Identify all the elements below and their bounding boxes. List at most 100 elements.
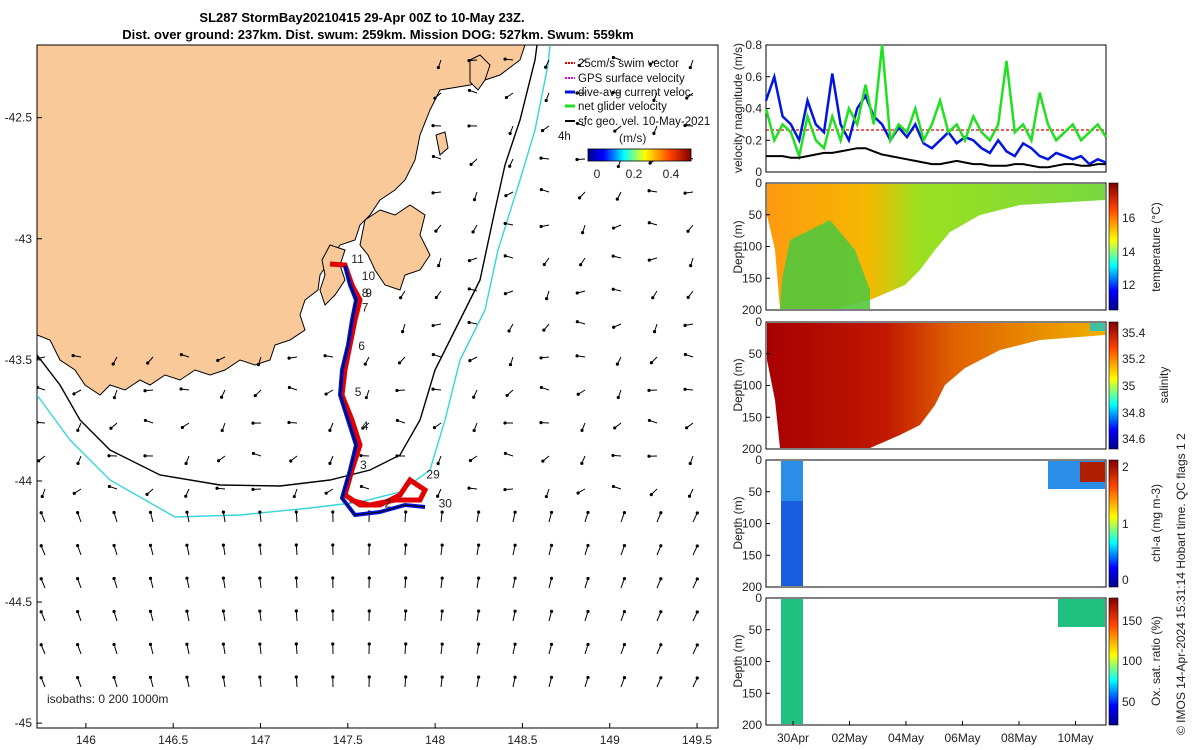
current-arrow — [440, 644, 443, 655]
speed-colorbar-unit: (m/s) — [619, 131, 646, 145]
current-arrow-head — [513, 609, 517, 613]
current-arrow-head — [503, 291, 508, 296]
depth-tick-label: 200 — [742, 442, 762, 456]
current-arrow-head — [472, 428, 476, 433]
temperature-cbar-tick: 16 — [1122, 211, 1136, 225]
map-y-ticks: -42.5 -43 -43.5 -44 -44.5 -45 — [5, 111, 42, 730]
current-arrow — [476, 677, 480, 688]
date-tick-label: 10May — [1057, 731, 1093, 745]
track-day-label: 2 — [384, 497, 391, 511]
current-arrow-head — [324, 392, 328, 396]
current-arrow-head — [579, 263, 583, 267]
depth-tick-label: 100 — [742, 655, 762, 669]
current-arrow — [476, 512, 480, 523]
current-arrow-head — [253, 393, 257, 398]
current-arrow-head — [112, 543, 116, 548]
temperature-deep-green — [780, 220, 870, 309]
current-arrow-head — [539, 421, 543, 425]
current-arrow-head — [185, 576, 189, 580]
map-x-tick-label: 149 — [600, 733, 620, 747]
current-arrow — [584, 545, 589, 556]
salinity-cbar-tick: 34.8 — [1122, 406, 1146, 420]
velocity-y-tick-label: 0 — [755, 165, 762, 179]
current-arrow-head — [539, 224, 543, 229]
current-arrow-head — [544, 494, 548, 499]
current-arrow-head — [687, 494, 692, 498]
current-arrow-head — [612, 226, 616, 230]
current-arrow — [584, 644, 589, 655]
current-arrow-head — [477, 543, 481, 547]
legend-gps-label: GPS surface velocity — [578, 73, 685, 85]
current-arrow — [404, 610, 407, 622]
current-arrow — [295, 577, 298, 589]
current-arrow-head — [622, 544, 627, 548]
current-arrow-head — [287, 356, 291, 360]
current-arrow — [512, 677, 516, 688]
current-arrow-head — [112, 642, 116, 647]
salinity-cbar-tick: 35.4 — [1122, 326, 1146, 340]
current-arrow — [295, 610, 298, 622]
current-arrow-head — [251, 421, 255, 425]
temperature-cbar-tick: 12 — [1122, 278, 1136, 292]
current-arrow-head — [148, 576, 153, 580]
current-arrow-head — [294, 510, 298, 514]
current-arrow — [656, 677, 662, 688]
velocity-series-line — [766, 147, 1106, 169]
current-arrow — [548, 578, 553, 589]
current-arrow — [620, 677, 625, 688]
current-arrow-head — [507, 329, 511, 333]
current-arrow — [656, 644, 662, 655]
current-arrow-head — [434, 295, 438, 300]
current-arrow — [512, 545, 516, 556]
current-arrow-head — [611, 453, 615, 458]
current-arrow-head — [467, 259, 472, 263]
track-day-label: 29 — [426, 468, 440, 482]
current-arrow-head — [612, 325, 616, 329]
current-arrow — [113, 611, 118, 622]
current-arrow — [186, 611, 190, 622]
current-arrow-head — [685, 96, 689, 100]
current-arrow-head — [508, 131, 512, 136]
current-arrow — [40, 578, 46, 589]
current-arrow-head — [221, 510, 225, 514]
current-arrow-head — [184, 494, 188, 498]
glider-track-black — [339, 265, 426, 516]
current-arrow-head — [216, 358, 220, 363]
current-arrow-head — [436, 461, 440, 466]
current-arrow-head — [179, 387, 183, 391]
current-arrow-head — [503, 57, 507, 61]
current-arrow-head — [216, 459, 221, 463]
date-tick-label: 30Apr — [777, 731, 809, 745]
depth-tick-label: 0 — [755, 453, 762, 467]
current-arrow — [295, 676, 298, 688]
current-arrow — [222, 512, 226, 523]
oxygen-section-early — [781, 599, 803, 724]
current-arrow-head — [404, 576, 408, 580]
current-arrow — [113, 545, 118, 556]
current-arrow-head — [503, 487, 507, 492]
current-arrow-head — [688, 461, 692, 466]
current-arrow — [77, 512, 82, 523]
oxygen-cbar-tick: 50 — [1122, 695, 1136, 709]
current-arrow-head — [503, 451, 508, 456]
current-arrow-head — [586, 609, 590, 614]
salinity-colorbar — [1108, 321, 1119, 450]
current-arrow-head — [331, 510, 335, 514]
current-arrow-head — [404, 609, 408, 613]
salinity-cbar-tick: 35.2 — [1122, 352, 1146, 366]
salinity-section — [767, 323, 1105, 448]
current-arrow — [77, 677, 82, 688]
temperature-y-ticks: 0 50 100 150 200 — [742, 176, 770, 317]
current-arrow — [620, 578, 625, 589]
current-arrow — [584, 677, 589, 688]
depth-tick-label: 150 — [742, 548, 762, 562]
current-arrow-head — [659, 643, 663, 647]
current-arrow-head — [111, 362, 115, 366]
current-arrow — [440, 512, 443, 523]
current-arrow-head — [689, 264, 693, 268]
current-arrow-head — [180, 425, 184, 430]
current-arrow-head — [659, 610, 663, 614]
current-arrow-head — [287, 420, 291, 425]
current-arrow-head — [367, 609, 371, 613]
current-arrow-head — [40, 494, 44, 499]
